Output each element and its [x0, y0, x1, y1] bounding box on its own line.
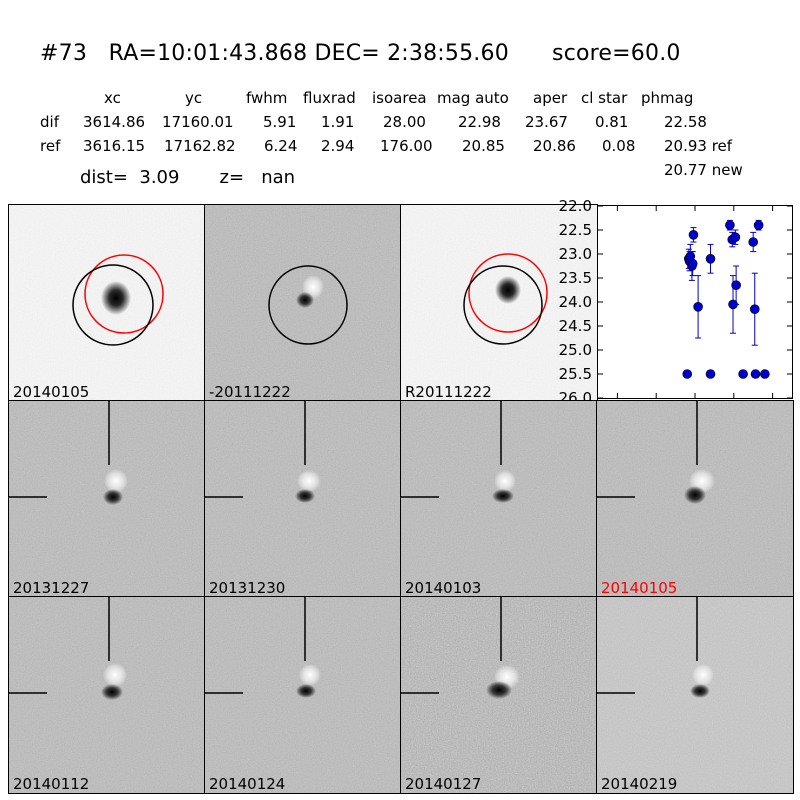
stamp-label: 20131230 — [209, 579, 286, 597]
data-point — [687, 258, 698, 269]
stamp-label: -20111222 — [209, 383, 291, 401]
stamp-new-image: 20140105 — [8, 204, 206, 402]
col-header-isoarea: isoarea — [372, 89, 427, 107]
row-label-dif: dif — [40, 113, 59, 131]
ref-mag-auto: 20.85 — [462, 137, 505, 155]
ref-cl-star: 0.08 — [602, 137, 636, 155]
stamp-label: 20140112 — [13, 775, 90, 793]
y-tick-label: 24.0 — [558, 293, 592, 311]
data-point — [750, 369, 761, 379]
stamp-label: 20140219 — [601, 775, 678, 793]
col-header-fluxrad: fluxrad — [303, 89, 356, 107]
stamp-epoch: 20140127 — [400, 596, 598, 794]
row-label-ref: ref — [40, 137, 61, 155]
data-point — [693, 302, 703, 312]
data-point — [730, 232, 741, 243]
candidate-title: #73 RA=10:01:43.868 DEC= 2:38:55.60 scor… — [40, 41, 681, 66]
y-tick-label: 24.5 — [558, 317, 592, 335]
data-point — [748, 237, 758, 247]
ref-phmag: 20.93 ref — [664, 137, 733, 155]
data-point — [753, 220, 764, 231]
data-point — [682, 369, 693, 379]
stamp-label: 20140127 — [405, 775, 482, 793]
data-point — [738, 369, 748, 379]
ref-aper: 20.86 — [533, 137, 576, 155]
col-header-xc: xc — [104, 89, 121, 107]
col-header-aper: aper — [533, 89, 568, 107]
y-tick-label: 22.5 — [558, 221, 592, 239]
stamp-label: 20131227 — [13, 579, 90, 597]
dif-isoarea: 28.00 — [383, 113, 426, 131]
stamp-epoch: 20131230 — [204, 400, 402, 598]
y-tick-label: 25.5 — [558, 365, 592, 383]
stamp-epoch: 20140124 — [204, 596, 402, 794]
data-point — [688, 229, 699, 240]
dist-z-line: dist= 3.09 z= nan — [80, 167, 296, 188]
stamp-difference-image: -20111222 — [204, 204, 402, 402]
stamp-epoch-highlighted: 20140105 — [596, 400, 794, 598]
data-point — [760, 369, 770, 379]
stamp-epoch: 20131227 — [8, 400, 206, 598]
stamp-epoch: 20140112 — [8, 596, 206, 794]
col-header-yc: yc — [185, 89, 203, 107]
ref-xc: 3616.15 — [83, 137, 146, 155]
col-header-cl-star: cl star — [581, 89, 628, 107]
new-phmag: 20.77 new — [664, 161, 743, 179]
dif-yc: 17160.01 — [162, 113, 234, 131]
dif-fwhm: 5.91 — [263, 113, 297, 131]
dif-aper: 23.67 — [525, 113, 568, 131]
dif-xc: 3614.86 — [83, 113, 146, 131]
data-point — [731, 280, 741, 290]
y-tick-label: 25.0 — [558, 341, 592, 359]
stamp-label: 20140103 — [405, 579, 482, 597]
ref-yc: 17162.82 — [164, 137, 236, 155]
y-tick-label: 22.0 — [558, 197, 592, 215]
stamp-label: 20140124 — [209, 775, 286, 793]
light-curve-plot — [597, 205, 793, 399]
stamp-epoch: 20140219 — [596, 596, 794, 794]
y-tick-label: 23.5 — [558, 269, 592, 287]
data-point — [705, 253, 716, 264]
data-point — [705, 369, 716, 379]
stamp-epoch: 20140103 — [400, 400, 598, 598]
dif-cl-star: 0.81 — [595, 113, 629, 131]
dif-mag-auto: 22.98 — [458, 113, 501, 131]
y-tick-label: 23.0 — [558, 245, 592, 263]
ref-fwhm: 6.24 — [264, 137, 298, 155]
data-point — [749, 304, 760, 314]
stamp-label: 20140105 — [13, 383, 90, 401]
dif-phmag: 22.58 — [664, 113, 707, 131]
col-header-phmag: phmag — [641, 89, 694, 107]
ref-isoarea: 176.00 — [380, 137, 433, 155]
col-header-mag-auto: mag auto — [437, 89, 509, 107]
stamp-label: R20111222 — [405, 383, 492, 401]
ref-fluxrad: 2.94 — [321, 137, 355, 155]
data-point — [725, 220, 735, 231]
light-curve-svg — [598, 206, 792, 398]
stamp-label: 20140105 — [601, 579, 678, 597]
dif-fluxrad: 1.91 — [321, 113, 355, 131]
col-header-fwhm: fwhm — [246, 89, 288, 107]
